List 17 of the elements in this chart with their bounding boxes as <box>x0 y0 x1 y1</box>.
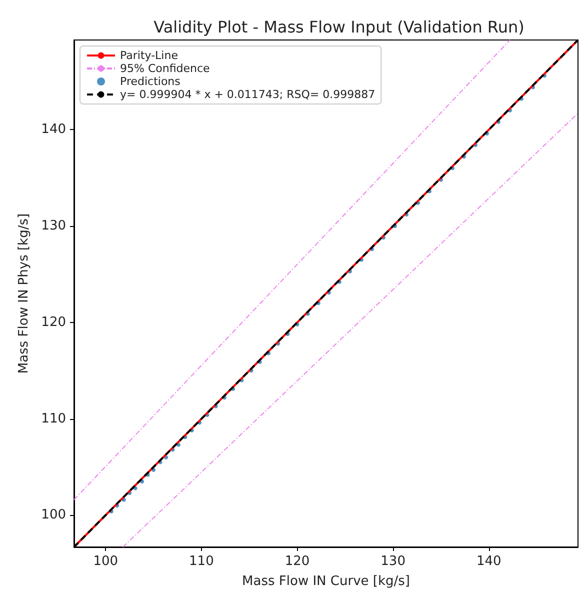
y-tick-label: 140 <box>41 122 66 138</box>
legend-label: 95% Confidence <box>120 62 210 75</box>
legend-label: Parity-Line <box>120 49 178 62</box>
x-tick-label: 140 <box>476 554 502 569</box>
x-tick-label: 100 <box>93 554 118 569</box>
y-axis-title: Mass Flow IN Phys [kg/s] <box>16 213 32 374</box>
y-tick-label: 100 <box>41 508 66 523</box>
x-tick-label: 120 <box>284 554 310 569</box>
y-tick-label: 130 <box>41 218 66 234</box>
x-axis-title: Mass Flow IN Curve [kg/s] <box>242 574 410 589</box>
legend-label: Predictions <box>120 75 181 88</box>
legend-label: y= 0.999904 * x + 0.011743; RSQ= 0.999887 <box>120 88 376 101</box>
x-tick-label: 130 <box>380 554 406 569</box>
x-tick-label: 110 <box>189 554 214 569</box>
y-tick-label: 120 <box>41 314 66 330</box>
y-tick-label: 110 <box>41 411 66 426</box>
chart-title: Validity Plot - Mass Flow Input (Validation Run) <box>154 18 524 36</box>
